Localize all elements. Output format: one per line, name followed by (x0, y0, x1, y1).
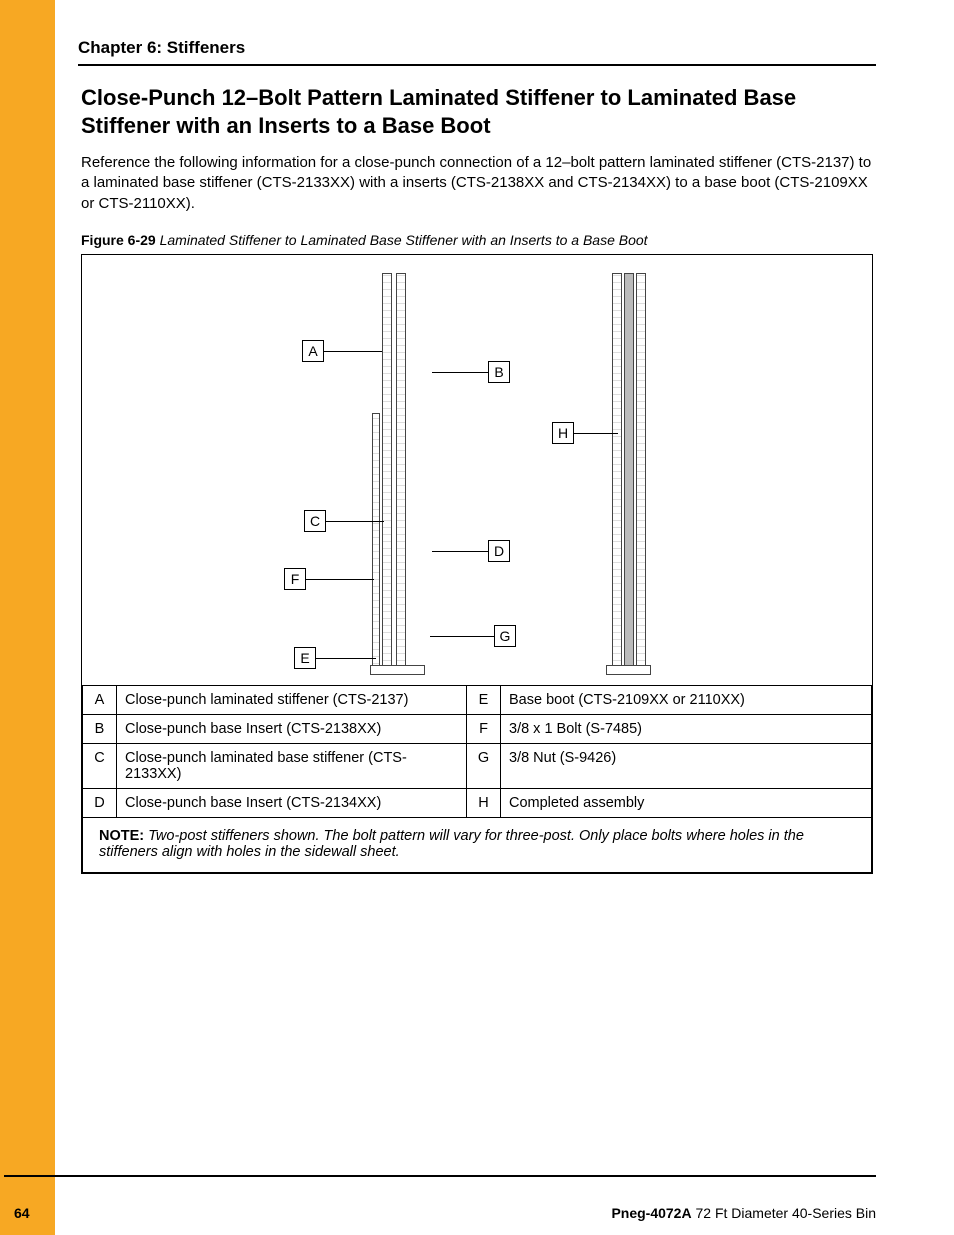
table-row: A Close-punch laminated stiffener (CTS-2… (83, 685, 872, 714)
diagram-bar (612, 273, 622, 668)
legend-key: B (83, 714, 117, 743)
diagram-base-boot (606, 665, 651, 675)
technical-diagram: A B H C D F G E (82, 255, 872, 685)
legend-desc: Close-punch laminated stiffener (CTS-213… (117, 685, 467, 714)
legend-desc: Close-punch base Insert (CTS-2138XX) (117, 714, 467, 743)
callout-B: B (488, 361, 510, 383)
legend-desc: Base boot (CTS-2109XX or 2110XX) (501, 685, 872, 714)
diagram-right-assembly (610, 273, 660, 675)
callout-E: E (294, 647, 316, 669)
leader-line (324, 351, 382, 352)
leader-line (430, 636, 494, 637)
figure-box: A B H C D F G E A Close-punch laminated … (81, 254, 873, 874)
page-content: Chapter 6: Stiffeners Close-Punch 12–Bol… (78, 38, 876, 874)
page-number: 64 (14, 1205, 30, 1221)
callout-F: F (284, 568, 306, 590)
legend-key: E (467, 685, 501, 714)
callout-C: C (304, 510, 326, 532)
legend-desc: Close-punch base Insert (CTS-2134XX) (117, 788, 467, 817)
figure-label: Figure 6-29 (81, 232, 156, 248)
legend-key: G (467, 743, 501, 788)
document-id: Pneg-4072A 72 Ft Diameter 40-Series Bin (611, 1205, 876, 1221)
legend-note: NOTE: Two-post stiffeners shown. The bol… (83, 817, 872, 872)
callout-H: H (552, 422, 574, 444)
diagram-bar (636, 273, 646, 668)
leader-line (432, 551, 488, 552)
legend-key: D (83, 788, 117, 817)
diagram-bar (396, 273, 406, 668)
leader-line (432, 372, 488, 373)
callout-A: A (302, 340, 324, 362)
callout-D: D (488, 540, 510, 562)
intro-paragraph: Reference the following information for … (81, 153, 873, 214)
legend-desc: 3/8 x 1 Bolt (S-7485) (501, 714, 872, 743)
table-row: C Close-punch laminated base stiffener (… (83, 743, 872, 788)
legend-key: C (83, 743, 117, 788)
table-row: B Close-punch base Insert (CTS-2138XX) F… (83, 714, 872, 743)
leader-line (326, 521, 384, 522)
footer-rule (4, 1175, 876, 1177)
note-label: NOTE: (99, 828, 144, 844)
table-row: D Close-punch base Insert (CTS-2134XX) H… (83, 788, 872, 817)
page-accent-sidebar (0, 0, 55, 1235)
legend-key: H (467, 788, 501, 817)
table-note-row: NOTE: Two-post stiffeners shown. The bol… (83, 817, 872, 872)
figure-caption: Figure 6-29 Laminated Stiffener to Lamin… (81, 232, 873, 248)
figure-legend-table: A Close-punch laminated stiffener (CTS-2… (82, 685, 872, 873)
legend-key: F (467, 714, 501, 743)
callout-G: G (494, 625, 516, 647)
diagram-bar (382, 273, 392, 668)
diagram-bar (372, 413, 380, 671)
diagram-base-boot (370, 665, 425, 675)
doc-id-code: Pneg-4072A (611, 1205, 691, 1221)
legend-desc: Completed assembly (501, 788, 872, 817)
diagram-bar (624, 273, 634, 668)
section-title: Close-Punch 12–Bolt Pattern Laminated St… (81, 84, 873, 139)
legend-desc: Close-punch laminated base stiffener (CT… (117, 743, 467, 788)
diagram-left-assembly (372, 273, 442, 675)
legend-key: A (83, 685, 117, 714)
leader-line (316, 658, 376, 659)
chapter-header: Chapter 6: Stiffeners (78, 38, 876, 66)
leader-line (306, 579, 374, 580)
doc-id-title: 72 Ft Diameter 40-Series Bin (692, 1205, 876, 1221)
legend-desc: 3/8 Nut (S-9426) (501, 743, 872, 788)
leader-line (574, 433, 618, 434)
